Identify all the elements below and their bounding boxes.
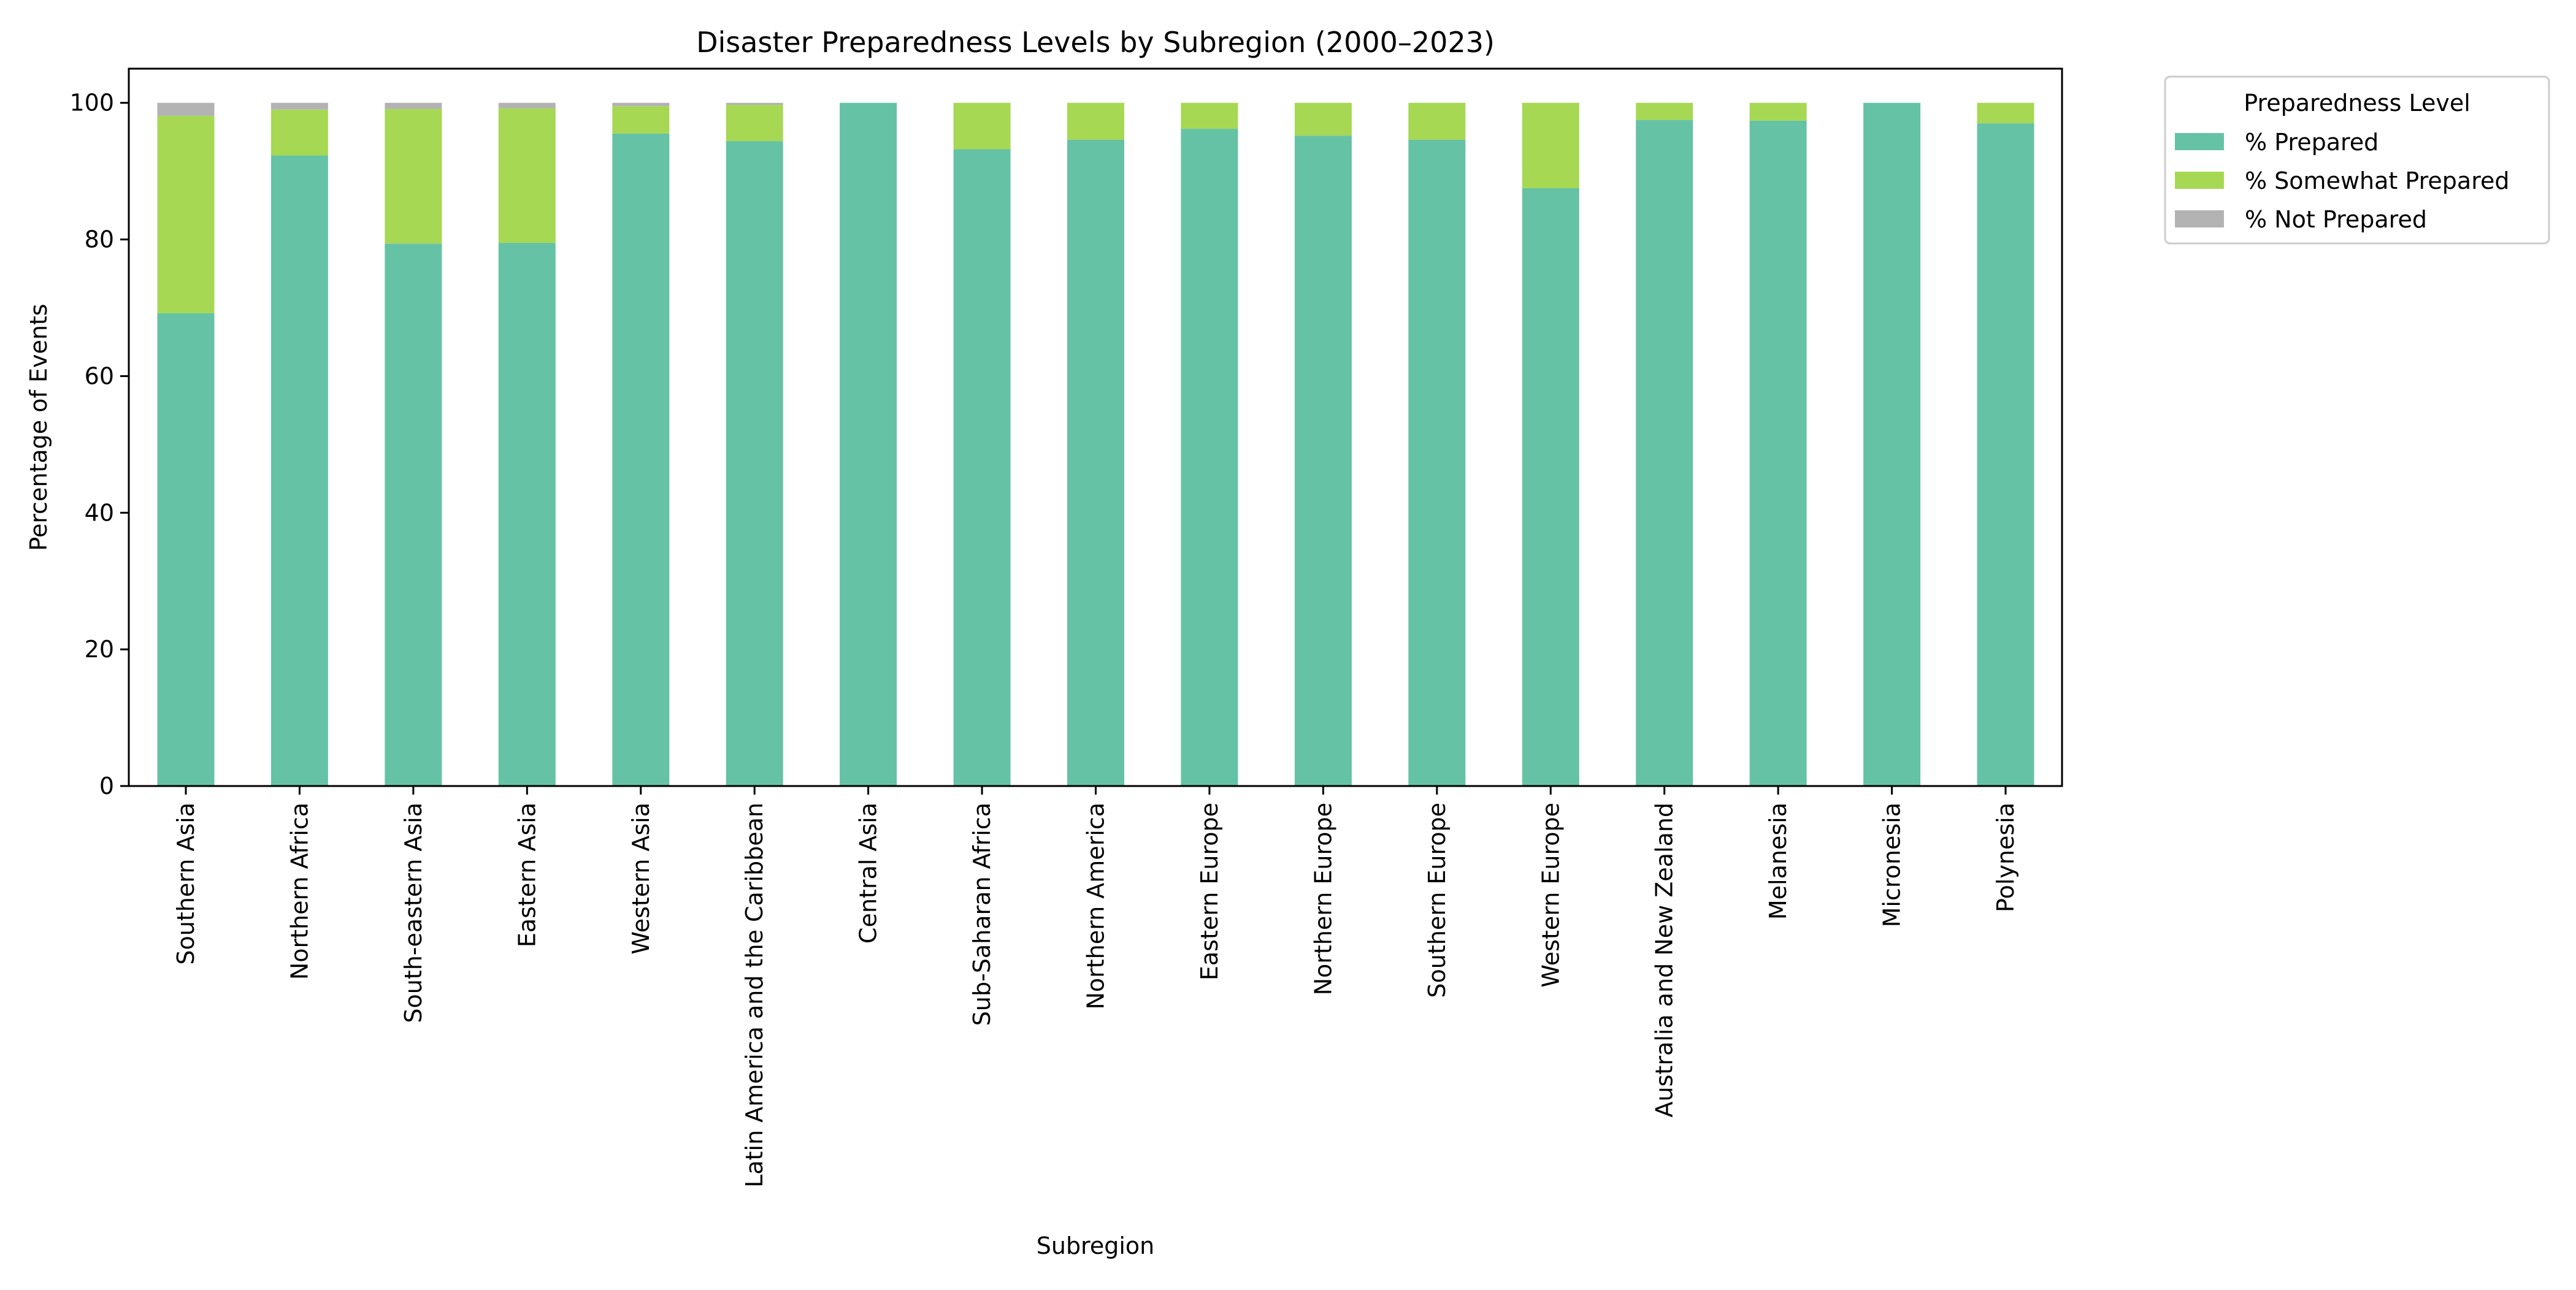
bar-northern-america-prepared — [1067, 139, 1124, 786]
x-tick-label: Northern Africa — [286, 803, 313, 980]
bar-western-asia-not-prepared — [612, 102, 670, 107]
bar-australia-and-new-zealand-prepared — [1636, 120, 1693, 787]
chart-title: Disaster Preparedness Levels by Subregio… — [696, 26, 1495, 59]
x-tick-label: Northern Europe — [1309, 803, 1336, 995]
bar-northern-africa-prepared — [270, 155, 328, 786]
x-tick-label: Eastern Asia — [513, 803, 540, 947]
x-tick-label: Southern Europe — [1424, 803, 1451, 998]
bar-northern-europe-somewhat-prepared — [1294, 102, 1352, 136]
bars-group — [157, 102, 2034, 787]
bar-melanesia-prepared — [1749, 120, 1807, 787]
bar-northern-europe-prepared — [1294, 135, 1352, 787]
x-tick-label: Northern America — [1083, 803, 1110, 1010]
y-axis-label: Percentage of Events — [25, 303, 52, 551]
x-tick-label: Melanesia — [1765, 803, 1792, 920]
x-tick-label: Southern Asia — [172, 803, 199, 965]
legend-frame — [2164, 75, 2550, 245]
bar-latin-america-and-the-caribbean-not-prepared — [726, 102, 783, 105]
bar-northern-africa-not-prepared — [270, 102, 328, 110]
bar-western-europe-prepared — [1522, 188, 1579, 786]
bar-western-asia-somewhat-prepared — [612, 106, 670, 134]
x-tick-label: Western Asia — [627, 803, 654, 955]
bar-australia-and-new-zealand-somewhat-prepared — [1636, 102, 1693, 120]
bar-eastern-asia-prepared — [498, 243, 556, 787]
bar-south-eastern-asia-somewhat-prepared — [385, 109, 442, 244]
legend: Preparedness Level % Prepared % Somewhat … — [2164, 75, 2550, 245]
bar-central-asia-prepared — [840, 102, 897, 787]
bar-southern-asia-not-prepared — [157, 102, 215, 116]
x-tick-label: Latin America and the Caribbean — [741, 803, 768, 1188]
bar-sub-saharan-africa-prepared — [953, 149, 1011, 786]
legend-label-prepared: % Prepared — [2245, 129, 2379, 156]
bar-south-eastern-asia-prepared — [385, 243, 442, 786]
bar-latin-america-and-the-caribbean-prepared — [726, 141, 783, 787]
x-axis: Southern Asia Northern Africa South-easter… — [172, 786, 2019, 1188]
y-tick-label: 60 — [85, 362, 114, 389]
x-tick-label: South-eastern Asia — [400, 803, 427, 1023]
x-tick-label: Sub-Saharan Africa — [968, 803, 995, 1026]
x-tick-label: Eastern Europe — [1196, 803, 1223, 980]
bar-eastern-europe-prepared — [1181, 129, 1238, 787]
legend-label-somewhat-prepared: % Somewhat Prepared — [2245, 167, 2510, 194]
bar-sub-saharan-africa-somewhat-prepared — [953, 102, 1011, 150]
y-tick-label: 80 — [85, 226, 114, 253]
bar-south-eastern-asia-not-prepared — [385, 102, 442, 109]
plot-frame — [128, 67, 2063, 787]
y-tick-label: 40 — [85, 499, 114, 526]
bar-southern-asia-prepared — [157, 313, 215, 786]
legend-title: Preparedness Level — [2244, 90, 2471, 116]
legend-items: % Prepared % Somewhat Prepared % Not Prepa… — [2175, 129, 2510, 233]
bar-micronesia-prepared — [1863, 102, 1921, 787]
bar-polynesia-somewhat-prepared — [1977, 102, 2034, 124]
bar-eastern-asia-not-prepared — [498, 102, 556, 109]
bar-northern-america-somewhat-prepared — [1067, 102, 1124, 140]
bar-northern-africa-somewhat-prepared — [270, 109, 328, 156]
legend-label-not-prepared: % Not Prepared — [2245, 206, 2427, 233]
y-tick-label: 100 — [69, 90, 114, 116]
bar-western-asia-prepared — [612, 133, 670, 786]
x-tick-label: Micronesia — [1879, 803, 1906, 927]
x-tick-label: Australia and New Zealand — [1651, 803, 1678, 1117]
legend-swatch-prepared — [2175, 133, 2224, 150]
legend-swatch-somewhat-prepared — [2175, 172, 2224, 189]
bar-latin-america-and-the-caribbean-somewhat-prepared — [726, 105, 783, 142]
bar-southern-europe-somewhat-prepared — [1408, 102, 1466, 140]
legend-swatch-not-prepared — [2175, 210, 2224, 227]
bar-melanesia-somewhat-prepared — [1749, 102, 1807, 121]
y-tick-label: 20 — [85, 636, 114, 663]
y-tick-label: 0 — [99, 773, 114, 800]
x-axis-label: Subregion — [1037, 1232, 1155, 1259]
bar-eastern-europe-somewhat-prepared — [1181, 102, 1238, 129]
x-tick-label: Polynesia — [1992, 803, 2019, 912]
y-axis: 0 20 40 60 80 100 — [69, 90, 129, 800]
x-tick-label: Central Asia — [855, 803, 882, 944]
bar-southern-europe-prepared — [1408, 139, 1466, 786]
bar-polynesia-prepared — [1977, 123, 2034, 787]
bar-eastern-asia-somewhat-prepared — [498, 108, 556, 243]
bar-southern-asia-somewhat-prepared — [157, 115, 215, 313]
bar-western-europe-somewhat-prepared — [1522, 102, 1579, 188]
x-tick-label: Western Europe — [1537, 803, 1564, 988]
